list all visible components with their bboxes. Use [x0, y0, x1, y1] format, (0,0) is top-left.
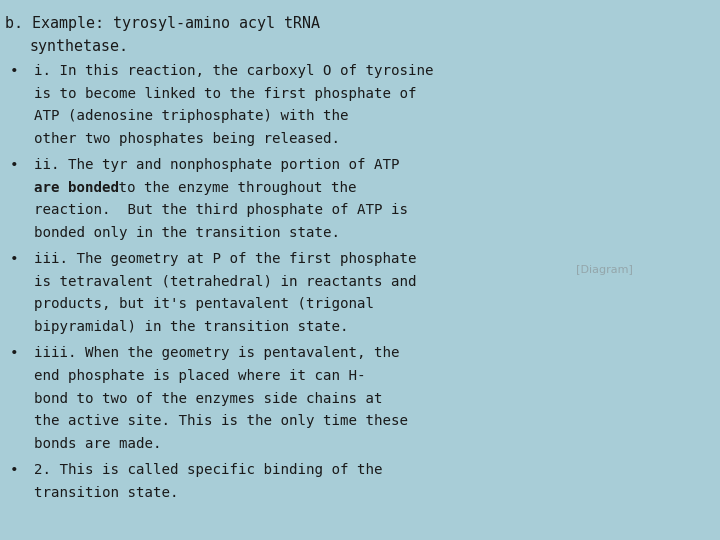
- Text: to the enzyme throughout the: to the enzyme throughout the: [110, 181, 356, 194]
- Text: i. In this reaction, the carboxyl O of tyrosine: i. In this reaction, the carboxyl O of t…: [35, 64, 433, 78]
- Text: ATP (adenosine triphosphate) with the: ATP (adenosine triphosphate) with the: [35, 109, 348, 123]
- Text: is to become linked to the first phosphate of: is to become linked to the first phospha…: [35, 86, 417, 100]
- Text: 2. This is called specific binding of the: 2. This is called specific binding of th…: [35, 463, 383, 477]
- Text: synthetase.: synthetase.: [30, 39, 128, 54]
- Text: bond to two of the enzymes side chains at: bond to two of the enzymes side chains a…: [35, 392, 383, 406]
- Text: bipyramidal) in the transition state.: bipyramidal) in the transition state.: [35, 320, 348, 334]
- Text: the active site. This is the only time these: the active site. This is the only time t…: [35, 414, 408, 428]
- Text: bonded only in the transition state.: bonded only in the transition state.: [35, 226, 341, 240]
- Text: bonds are made.: bonds are made.: [35, 437, 162, 451]
- Text: •: •: [10, 463, 18, 477]
- Text: products, but it's pentavalent (trigonal: products, but it's pentavalent (trigonal: [35, 298, 374, 312]
- Text: iiii. When the geometry is pentavalent, the: iiii. When the geometry is pentavalent, …: [35, 346, 400, 360]
- Text: is tetravalent (tetrahedral) in reactants and: is tetravalent (tetrahedral) in reactant…: [35, 275, 417, 289]
- Text: iii. The geometry at P of the first phosphate: iii. The geometry at P of the first phos…: [35, 252, 417, 266]
- Text: transition state.: transition state.: [35, 485, 179, 500]
- Text: reaction.  But the third phosphate of ATP is: reaction. But the third phosphate of ATP…: [35, 204, 408, 217]
- Text: b. Example: tyrosyl-amino acyl tRNA: b. Example: tyrosyl-amino acyl tRNA: [5, 16, 320, 31]
- Text: other two phosphates being released.: other two phosphates being released.: [35, 132, 341, 146]
- Text: [Diagram]: [Diagram]: [577, 265, 633, 275]
- Text: •: •: [10, 252, 18, 266]
- Text: •: •: [10, 64, 18, 78]
- Text: are bonded: are bonded: [35, 181, 120, 194]
- Text: ii. The tyr and nonphosphate portion of ATP: ii. The tyr and nonphosphate portion of …: [35, 158, 400, 172]
- Text: •: •: [10, 346, 18, 360]
- Text: end phosphate is placed where it can H-: end phosphate is placed where it can H-: [35, 369, 366, 383]
- Text: •: •: [10, 158, 18, 172]
